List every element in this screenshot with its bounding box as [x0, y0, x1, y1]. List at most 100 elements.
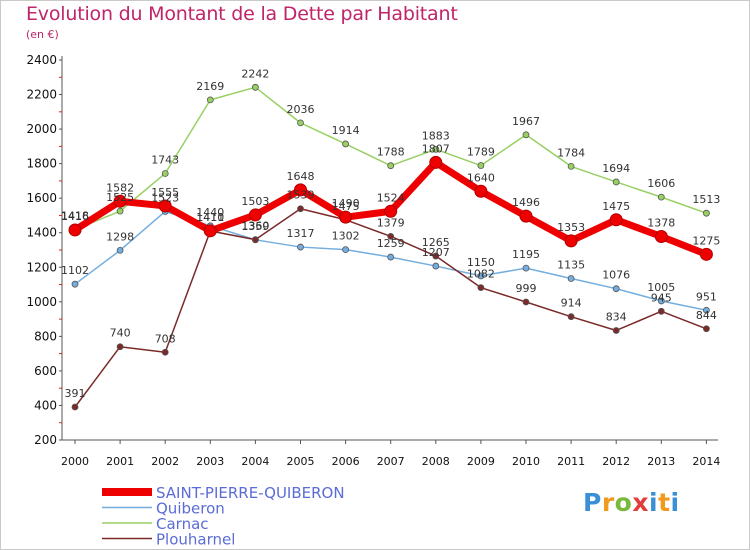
data-label: 1076: [602, 269, 630, 282]
data-point: [612, 285, 620, 293]
data-point: [432, 145, 440, 153]
data-point: [387, 253, 395, 261]
data-point: [567, 313, 575, 321]
data-point: [387, 162, 395, 170]
data-label: 708: [155, 332, 176, 345]
data-label: 999: [516, 282, 537, 295]
y-tick-label: 1800: [26, 157, 57, 171]
data-label: 740: [110, 327, 131, 340]
data-point: [567, 162, 575, 170]
data-label: 1150: [467, 256, 495, 269]
data-label: 1490: [332, 197, 360, 210]
data-label: 1606: [647, 177, 675, 190]
data-label: 1788: [377, 146, 405, 159]
data-point: [612, 178, 620, 186]
x-tick-label: 2004: [241, 455, 269, 468]
data-point: [68, 223, 82, 237]
data-point: [248, 208, 262, 222]
data-label: 1523: [151, 191, 179, 204]
data-label: 1582: [106, 181, 134, 194]
data-label: 1525: [106, 191, 134, 204]
data-point: [519, 209, 533, 223]
data-label: 1317: [287, 227, 315, 240]
data-label: 834: [606, 310, 627, 323]
data-point: [432, 252, 440, 260]
data-point: [116, 207, 124, 215]
data-point: [342, 246, 350, 254]
data-point: [477, 272, 485, 280]
legend-label: SAINT-PIERRE-QUIBERON: [156, 484, 345, 502]
data-label: 1411: [196, 211, 224, 224]
data-label: 1513: [692, 193, 720, 206]
data-point: [161, 170, 169, 177]
data-point: [71, 280, 79, 288]
data-point: [699, 247, 713, 261]
y-tick-label: 1400: [26, 226, 57, 240]
data-point: [161, 348, 169, 356]
data-label: 1082: [467, 268, 495, 281]
legend-label: Carnac: [156, 515, 209, 533]
data-label: 1784: [557, 146, 585, 159]
data-point: [297, 243, 304, 251]
data-label: 1503: [241, 195, 269, 208]
data-point: [432, 262, 440, 270]
x-tick-label: 2008: [422, 455, 450, 468]
x-tick-label: 2003: [196, 455, 224, 468]
data-label: 914: [561, 297, 582, 310]
data-label: 1102: [61, 264, 89, 277]
data-label: 1418: [61, 210, 89, 223]
data-label: 1524: [377, 191, 405, 204]
proxiti-logo: Proxiti: [583, 488, 680, 517]
data-label: 951: [696, 290, 717, 303]
data-label: 1496: [512, 196, 540, 209]
legend-label: Quiberon: [156, 500, 225, 518]
x-tick-label: 2001: [106, 455, 134, 468]
legend-label: Plouharnel: [156, 531, 235, 549]
data-point: [384, 204, 398, 218]
x-tick-label: 2005: [287, 455, 315, 468]
data-labels: 1418 1525 1743 2169 2242 2036 1914 1788 1883 1789…: [61, 67, 720, 400]
data-label: 1694: [602, 162, 630, 175]
chart-subtitle: (en €): [26, 28, 59, 41]
series-points: [68, 83, 713, 411]
data-point: [113, 194, 127, 208]
y-tick-label: 600: [34, 364, 57, 378]
data-label: 1743: [151, 153, 179, 166]
data-label: 1379: [377, 216, 405, 229]
data-point: [612, 327, 620, 334]
y-tick-label: 2200: [26, 88, 57, 102]
data-label: 1410: [196, 211, 224, 224]
y-tick-label: 2400: [26, 53, 57, 67]
x-tick-label: 2013: [647, 455, 675, 468]
data-point: [609, 213, 623, 227]
data-point: [474, 184, 488, 198]
data-point: [297, 205, 304, 213]
data-label: 1440: [196, 206, 224, 219]
x-tick-label: 2000: [61, 455, 89, 468]
data-point: [477, 162, 485, 169]
y-tick-label: 400: [34, 398, 57, 412]
y-tick-label: 200: [34, 433, 57, 447]
data-point: [703, 325, 710, 333]
data-label: 2036: [287, 103, 315, 116]
y-tick-label: 1000: [26, 295, 57, 309]
data-point: [206, 96, 214, 104]
y-tick-label: 1600: [26, 191, 57, 205]
data-point: [522, 131, 530, 139]
x-tick-label: 2009: [467, 455, 495, 468]
data-point: [567, 275, 575, 282]
data-label: 2242: [241, 67, 269, 80]
data-label: 1539: [287, 189, 315, 202]
data-point: [657, 193, 665, 201]
data-label: 844: [696, 309, 717, 322]
data-label: 1265: [422, 236, 450, 249]
data-point: [657, 297, 665, 305]
data-label: 1789: [467, 146, 495, 159]
data-point: [522, 264, 530, 272]
x-tick-label: 2010: [512, 455, 540, 468]
data-point: [294, 183, 307, 197]
data-label: 1360: [241, 220, 269, 233]
data-point: [203, 224, 217, 238]
